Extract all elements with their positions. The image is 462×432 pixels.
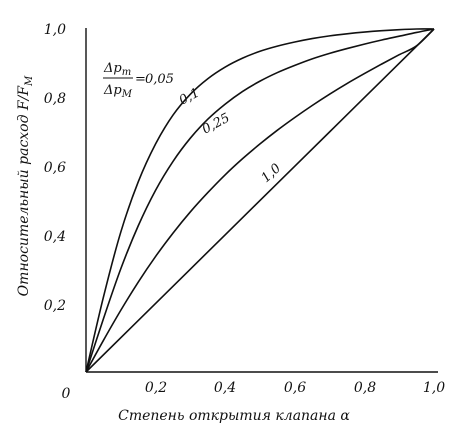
legend-den-sub: M bbox=[121, 89, 133, 100]
curves-group bbox=[85, 28, 435, 373]
parameter-legend: Δpm ΔpM = 0,05 bbox=[103, 61, 174, 100]
legend-den-main: Δp bbox=[103, 83, 122, 98]
y-tick-label: 0,2 bbox=[44, 298, 66, 314]
x-tick-label: 0,6 bbox=[284, 380, 306, 396]
y-axis-label-group: Относительный расход F/FM bbox=[16, 75, 35, 296]
series-line-2 bbox=[85, 28, 435, 373]
y-tick-label: 0,6 bbox=[44, 160, 66, 176]
x-tick-label: 0,8 bbox=[354, 380, 376, 396]
x-tick-label: 1,0 bbox=[423, 380, 445, 396]
y-tick-label: 0,4 bbox=[44, 229, 66, 245]
series-line-0 bbox=[85, 28, 435, 373]
legend-value: 0,05 bbox=[145, 72, 174, 87]
curve-label-0-25: 0,25 bbox=[200, 111, 233, 138]
x-axis-label: Степень открытия клапана α bbox=[118, 408, 350, 424]
x-tick-label: 0,2 bbox=[145, 380, 167, 396]
y-tick-label: 0,8 bbox=[44, 91, 66, 107]
y-axis-label-main: Относительный расход F/F bbox=[16, 85, 32, 297]
y-axis-label-sub: M bbox=[24, 75, 35, 87]
legend-num-sub: m bbox=[122, 67, 131, 78]
x-tick-label: 0,4 bbox=[214, 380, 236, 396]
curve-label-1-0: 1,0 bbox=[259, 161, 284, 186]
legend-equals: = bbox=[135, 72, 146, 87]
series-line-1 bbox=[85, 28, 435, 373]
legend-num-main: Δp bbox=[103, 61, 122, 76]
y-axis-label: Относительный расход F/FM bbox=[16, 75, 35, 296]
x-tick-label: 0 bbox=[62, 386, 71, 402]
series-line-3 bbox=[85, 28, 435, 373]
legend-numerator: Δpm bbox=[103, 61, 131, 78]
legend-denominator: ΔpM bbox=[103, 83, 133, 100]
y-tick-label: 1,0 bbox=[44, 22, 66, 38]
